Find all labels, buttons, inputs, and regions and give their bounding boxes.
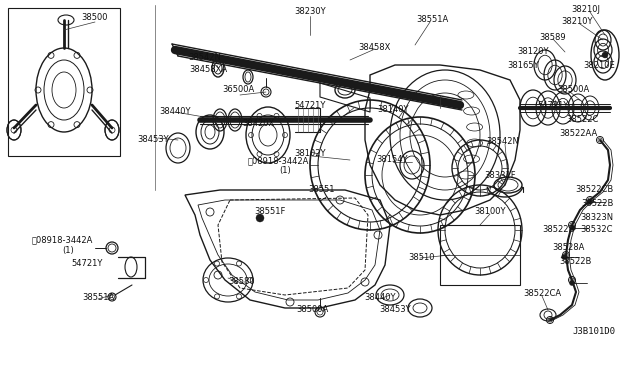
Text: 38500: 38500: [82, 13, 108, 22]
Text: 38210J: 38210J: [572, 4, 600, 13]
Text: 38542N: 38542N: [486, 138, 520, 147]
Text: 38120Y: 38120Y: [517, 48, 548, 57]
Text: 54721Y: 54721Y: [294, 100, 326, 109]
Text: 38522B: 38522B: [581, 199, 613, 208]
Text: 38510: 38510: [409, 253, 435, 262]
Text: 38551A: 38551A: [82, 292, 114, 301]
Text: 38532C: 38532C: [580, 225, 613, 234]
Text: 38323N: 38323N: [580, 212, 614, 221]
Text: 38331F: 38331F: [484, 170, 516, 180]
Ellipse shape: [588, 199, 593, 205]
Text: 38551F: 38551F: [254, 208, 285, 217]
Bar: [8, 8, 120, 156]
Text: 38453Y: 38453Y: [137, 135, 169, 144]
Text: 38210Y: 38210Y: [561, 17, 593, 26]
Text: 38551A: 38551A: [416, 16, 448, 25]
Text: 丣08918-3442A: 丣08918-3442A: [31, 235, 93, 244]
Ellipse shape: [256, 214, 264, 222]
Text: 38589: 38589: [540, 32, 566, 42]
Text: 38154Y: 38154Y: [376, 155, 408, 164]
Text: 38100Y: 38100Y: [474, 208, 506, 217]
Text: 38165Y: 38165Y: [507, 61, 539, 70]
Text: 38440Y: 38440Y: [159, 108, 191, 116]
Text: 38210E: 38210E: [583, 61, 615, 70]
Text: 38140Y: 38140Y: [377, 106, 409, 115]
Text: 38522C: 38522C: [566, 115, 598, 125]
Ellipse shape: [561, 254, 566, 260]
Text: 38458XA: 38458XA: [189, 65, 227, 74]
Text: 38500A: 38500A: [296, 305, 328, 314]
Text: 38453Y: 38453Y: [379, 305, 411, 314]
Text: 38551: 38551: [308, 186, 335, 195]
Text: 38528A: 38528A: [552, 243, 584, 251]
Text: (1): (1): [62, 246, 74, 254]
Text: J3B101D0: J3B101D0: [572, 327, 615, 337]
Text: 38230Y: 38230Y: [294, 7, 326, 16]
Text: (1): (1): [279, 167, 291, 176]
Ellipse shape: [570, 280, 575, 285]
Text: 38522B: 38522B: [559, 257, 591, 266]
Ellipse shape: [570, 225, 575, 231]
Bar: [440, 225, 520, 285]
Text: 38522AA: 38522AA: [559, 129, 597, 138]
Text: 38440Y: 38440Y: [364, 292, 396, 301]
Text: 38102Y: 38102Y: [294, 150, 326, 158]
Text: 38522CB: 38522CB: [575, 186, 613, 195]
Text: 38522CA: 38522CA: [523, 289, 561, 298]
Ellipse shape: [602, 52, 608, 58]
Text: 38580: 38580: [228, 278, 255, 286]
Text: 丣08918-3442A: 丣08918-3442A: [247, 157, 308, 166]
Text: 38500A: 38500A: [557, 86, 589, 94]
Text: 38458X: 38458X: [358, 42, 390, 51]
Text: 54721Y: 54721Y: [71, 260, 102, 269]
Text: 54721Y: 54721Y: [538, 100, 569, 109]
Text: 36500A: 36500A: [222, 86, 254, 94]
Text: 38542N: 38542N: [189, 52, 221, 61]
Text: 38522B: 38522B: [542, 225, 574, 234]
Text: 38420X: 38420X: [242, 119, 274, 128]
